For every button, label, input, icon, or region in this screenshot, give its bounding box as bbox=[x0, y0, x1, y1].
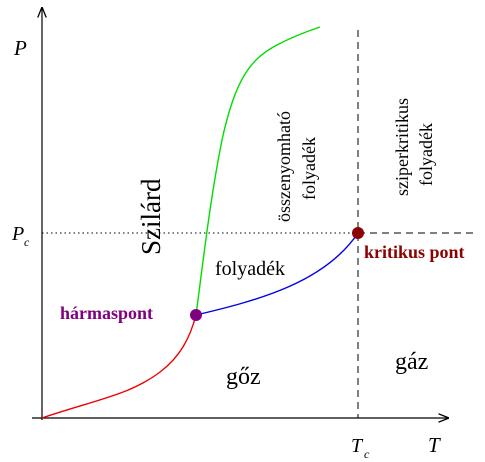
pc-subscript: c bbox=[24, 235, 30, 249]
tc-label: T bbox=[351, 435, 364, 457]
x-axis-label: T bbox=[428, 433, 441, 457]
y-axis-label: P bbox=[13, 36, 27, 60]
compressible-liquid-line1: összenyomható bbox=[274, 111, 294, 222]
tc-subscript: c bbox=[364, 447, 370, 461]
solid-region-label: Szilárd bbox=[136, 178, 166, 255]
supercritical-line1: sziperkritikus bbox=[392, 98, 412, 196]
melting-curve bbox=[195, 26, 321, 316]
compressible-liquid-line2: folyadék bbox=[299, 137, 319, 200]
pc-label: P bbox=[11, 223, 24, 245]
gas-region-label: gáz bbox=[395, 349, 428, 375]
liquid-region-label: folyadék bbox=[215, 258, 285, 280]
triple-point-label: hármaspont bbox=[60, 303, 153, 323]
critical-point-marker bbox=[352, 227, 364, 239]
vapor-region-label: gőz bbox=[226, 364, 261, 390]
supercritical-line2: folyadék bbox=[416, 123, 436, 186]
critical-point-label: kritikus pont bbox=[364, 242, 465, 262]
triple-point-marker bbox=[190, 309, 202, 321]
sublimation-curve bbox=[41, 314, 197, 419]
boiling-curve bbox=[195, 232, 359, 316]
